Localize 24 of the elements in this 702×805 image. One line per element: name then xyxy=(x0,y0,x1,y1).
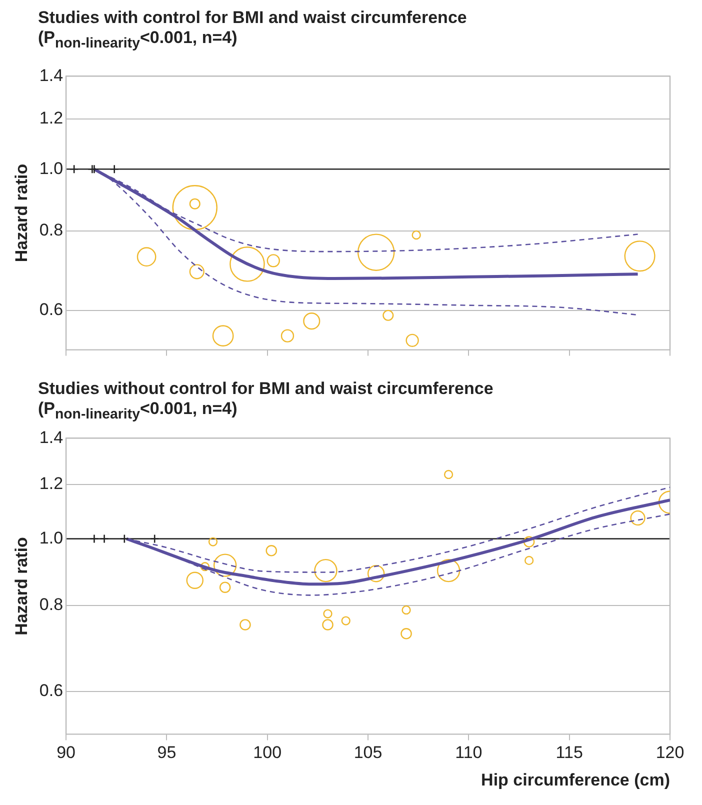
x-tick-label: 110 xyxy=(455,742,482,762)
y-axis-title: Hazard ratio xyxy=(12,164,31,263)
y-tick-label: 1.2 xyxy=(39,474,64,493)
chart-title: Studies with control for BMI and waist circumference xyxy=(38,8,468,28)
x-tick-label: 100 xyxy=(253,742,282,762)
chart-subtitle: (P$_{non-linearity}$<0.001, n=4) xyxy=(38,399,238,425)
x-tick-label: 115 xyxy=(556,742,583,762)
x-tick-label: 95 xyxy=(157,742,176,762)
y-tick-label: 0.8 xyxy=(39,220,64,240)
y-tick-label: 1.4 xyxy=(39,66,64,86)
y-tick-label: 1.0 xyxy=(39,528,64,548)
x-tick-label: 90 xyxy=(56,742,76,762)
x-axis-title: Hip circumference (cm) xyxy=(481,770,670,790)
y-tick-label: 1.0 xyxy=(39,159,64,178)
y-tick-label: 1.2 xyxy=(39,108,64,128)
y-tick-label: 1.4 xyxy=(39,428,64,447)
x-tick-label: 105 xyxy=(354,742,382,762)
y-tick-label: 0.6 xyxy=(39,300,64,320)
y-tick-label: 0.6 xyxy=(39,680,64,700)
chart-title: Studies without control for BMI and waist circumference xyxy=(38,379,494,400)
x-tick-label: 120 xyxy=(656,742,684,762)
y-axis-title: Hazard ratio xyxy=(12,536,31,636)
chart-subtitle: (P$_{non-linearity}$<0.001, n=4) xyxy=(38,28,238,54)
y-tick-label: 0.8 xyxy=(39,594,64,614)
